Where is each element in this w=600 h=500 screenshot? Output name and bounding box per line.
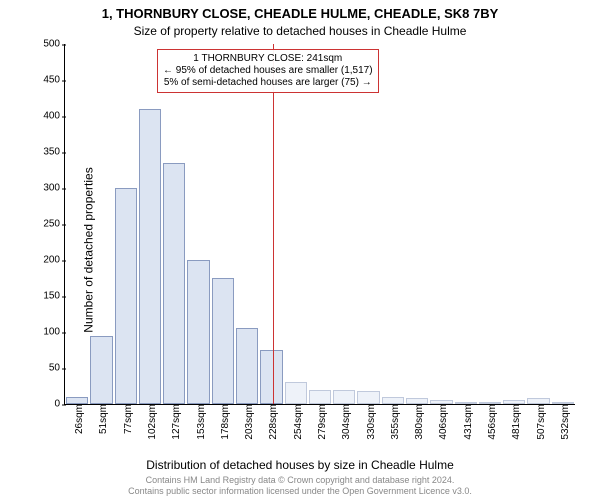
footer-line-2: Contains public sector information licen… xyxy=(128,486,472,496)
x-tick: 51sqm xyxy=(93,404,109,434)
histogram-bar xyxy=(66,397,88,404)
x-tick: 254sqm xyxy=(288,404,304,440)
histogram-bar xyxy=(260,350,282,404)
histogram-bar xyxy=(357,391,379,404)
histogram-bar xyxy=(333,390,355,404)
x-tick: 203sqm xyxy=(239,404,255,440)
footer-line-1: Contains HM Land Registry data © Crown c… xyxy=(146,475,455,485)
x-tick: 26sqm xyxy=(69,404,85,434)
x-tick: 532sqm xyxy=(555,404,571,440)
footer-attribution: Contains HM Land Registry data © Crown c… xyxy=(0,475,600,497)
histogram-bar xyxy=(90,336,112,404)
marker-line xyxy=(273,44,274,404)
x-tick: 77sqm xyxy=(118,404,134,434)
y-tick: 0 xyxy=(54,399,65,410)
x-tick: 355sqm xyxy=(385,404,401,440)
x-tick: 127sqm xyxy=(166,404,182,440)
x-tick: 507sqm xyxy=(531,404,547,440)
histogram-bar xyxy=(309,390,331,404)
x-axis-label: Distribution of detached houses by size … xyxy=(0,458,600,472)
annot-line-2: ← 95% of detached houses are smaller (1,… xyxy=(163,65,373,76)
histogram-bar xyxy=(163,163,185,404)
x-tick: 102sqm xyxy=(142,404,158,440)
y-tick: 250 xyxy=(43,219,65,230)
histogram-bar xyxy=(382,397,404,404)
x-tick: 431sqm xyxy=(458,404,474,440)
chart-container: 1, THORNBURY CLOSE, CHEADLE HULME, CHEAD… xyxy=(0,0,600,500)
annot-line-1: 1 THORNBURY CLOSE: 241sqm xyxy=(193,53,342,64)
chart-title-1: 1, THORNBURY CLOSE, CHEADLE HULME, CHEAD… xyxy=(0,6,600,21)
y-tick: 50 xyxy=(49,363,65,374)
x-tick: 178sqm xyxy=(215,404,231,440)
y-tick: 350 xyxy=(43,147,65,158)
plot-area: 05010015020025030035040045050026sqm51sqm… xyxy=(64,44,575,405)
chart-title-2: Size of property relative to detached ho… xyxy=(0,24,600,38)
y-tick: 100 xyxy=(43,327,65,338)
x-tick: 380sqm xyxy=(409,404,425,440)
x-tick: 279sqm xyxy=(312,404,328,440)
x-tick: 153sqm xyxy=(191,404,207,440)
histogram-bar xyxy=(187,260,209,404)
annotation-box: 1 THORNBURY CLOSE: 241sqm← 95% of detach… xyxy=(157,49,379,93)
y-tick: 200 xyxy=(43,255,65,266)
y-tick: 150 xyxy=(43,291,65,302)
y-tick: 300 xyxy=(43,183,65,194)
histogram-bar xyxy=(139,109,161,404)
y-tick: 450 xyxy=(43,75,65,86)
x-tick: 330sqm xyxy=(361,404,377,440)
x-tick: 406sqm xyxy=(433,404,449,440)
x-tick: 481sqm xyxy=(506,404,522,440)
y-tick: 400 xyxy=(43,111,65,122)
histogram-bar xyxy=(115,188,137,404)
histogram-bar xyxy=(285,382,307,404)
x-tick: 228sqm xyxy=(263,404,279,440)
x-tick: 456sqm xyxy=(482,404,498,440)
y-tick: 500 xyxy=(43,39,65,50)
histogram-bar xyxy=(212,278,234,404)
x-tick: 304sqm xyxy=(336,404,352,440)
annot-line-3: 5% of semi-detached houses are larger (7… xyxy=(164,77,372,88)
histogram-bar xyxy=(236,328,258,404)
